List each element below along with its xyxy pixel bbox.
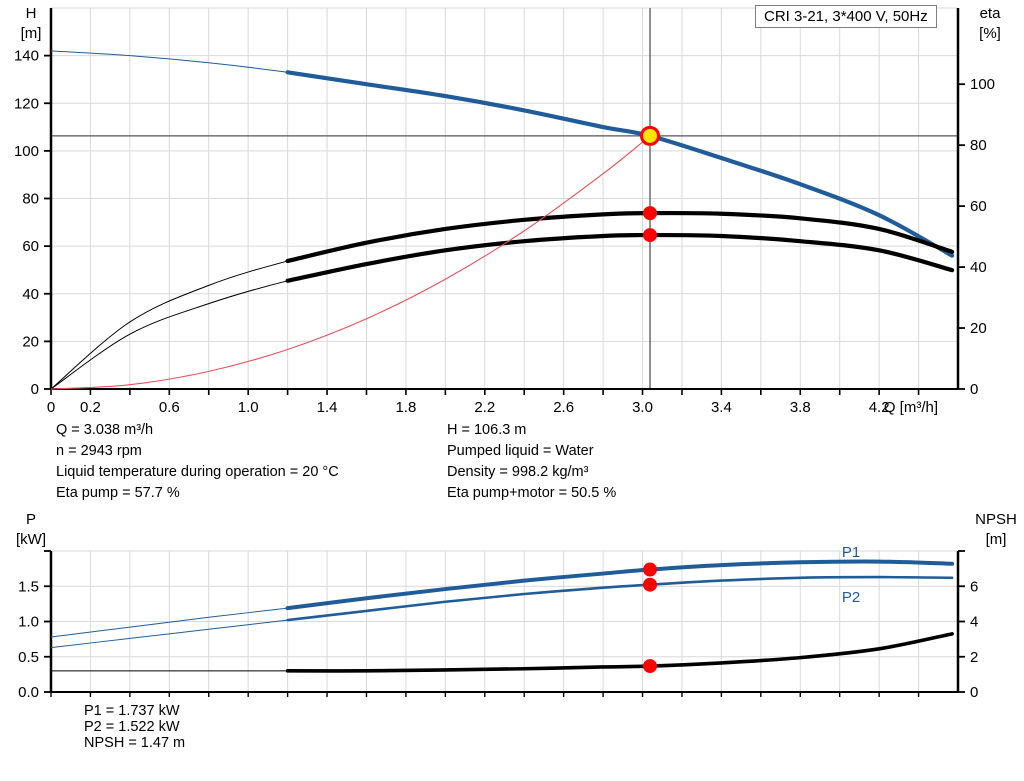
x-tick-label: 2.2 — [474, 399, 495, 415]
x-tick-label: 3.8 — [790, 399, 811, 415]
y-axis-right-title: NPSH — [975, 512, 1017, 528]
power-info-p2: P2 = 1.522 kW — [84, 719, 180, 735]
npsh-curve — [285, 632, 954, 673]
head-curve — [285, 70, 955, 258]
pump-model-label: CRI 3-21, 3*400 V, 50Hz — [764, 8, 928, 25]
power-info-block: P1 = 1.737 kW P2 = 1.522 kW NPSH = 1.47 … — [84, 703, 185, 751]
y-tick-label-left: 20 — [22, 333, 39, 350]
duty-info-liquid: Pumped liquid = Water — [447, 443, 594, 459]
power-npsh-chart: 0.0 0.5 1.0 1.5 0 2 4 6 P [kW] NPSH [m] P1 P2 — [16, 512, 1017, 701]
duty-marker-dot — [643, 562, 658, 577]
duty-info-col-2: H = 106.3 m Pumped liquid = Water Densit… — [447, 420, 616, 504]
eta-pump-motor-curve — [285, 232, 955, 283]
y-axis-left-title: H — [26, 5, 37, 22]
y-tick-label-left: 0.5 — [18, 649, 39, 666]
duty-info-n: n = 2943 rpm — [56, 443, 142, 459]
y-axis-left-unit: [kW] — [16, 531, 46, 548]
y-axis-right-title: eta — [980, 5, 1002, 22]
duty-point-marker — [640, 125, 661, 146]
duty-info-eta-pump-motor: Eta pump+motor = 50.5 % — [447, 485, 617, 501]
series-label-p1: P1 — [842, 544, 860, 561]
eta-pump-curve — [285, 210, 955, 264]
power-info-npsh: NPSH = 1.47 m — [84, 735, 186, 751]
duty-marker-dot — [643, 228, 658, 243]
p1-curve-thin — [50, 560, 953, 638]
y-axis-left-title: P — [26, 512, 36, 528]
y-tick-label-right: 60 — [970, 198, 987, 215]
eta-pump-curve-thin — [50, 212, 953, 390]
x-tick-label: 3.4 — [711, 399, 732, 415]
y-tick-label-left: 1.0 — [18, 614, 39, 631]
y-tick-label-left: 140 — [14, 48, 39, 65]
duty-info-h: H = 106.3 m — [447, 422, 527, 438]
head-curve-thin — [50, 50, 953, 257]
x-tick-label: 1.0 — [238, 399, 259, 415]
duty-info-col-1: Q = 3.038 m³/h n = 2943 rpm Liquid tempe… — [56, 420, 339, 504]
npsh-curve-thin — [50, 633, 953, 672]
p1-curve — [285, 559, 955, 611]
y-axis-right-unit: [m] — [986, 531, 1007, 548]
y-tick-label-left: 80 — [22, 191, 39, 208]
y-tick-label-right: 6 — [970, 578, 978, 595]
y-tick-label-right: 100 — [970, 76, 995, 93]
duty-info-temp: Liquid temperature during operation = 20… — [56, 464, 339, 480]
y-tick-label-right: 80 — [970, 137, 987, 154]
y-tick-label-left: 0.0 — [18, 684, 39, 701]
duty-info-density: Density = 998.2 kg/m³ — [447, 464, 589, 480]
y-tick-label-right: 0 — [970, 684, 978, 701]
y-axis-right-unit: [%] — [979, 25, 1001, 42]
y-tick-label-left: 100 — [14, 143, 39, 160]
p2-curve — [286, 575, 954, 622]
x-tick-label: 1.4 — [317, 399, 338, 415]
x-tick-label: 0 — [47, 399, 55, 415]
x-tick-label: 0.2 — [80, 399, 101, 415]
y-tick-label-right: 40 — [970, 259, 987, 276]
pump-model-titlebox: CRI 3-21, 3*400 V, 50Hz — [755, 5, 937, 28]
y-tick-label-right: 0 — [970, 381, 978, 398]
x-tick-label: 3.0 — [632, 399, 653, 415]
x-axis-title: Q [m³/h] — [884, 399, 938, 415]
duty-info-block: Q = 3.038 m³/h n = 2943 rpm Liquid tempe… — [0, 420, 1024, 510]
duty-marker-dot — [643, 659, 658, 674]
x-tick-label: 1.8 — [395, 399, 416, 415]
y-axis-left-unit: [m] — [21, 25, 42, 42]
duty-info-q: Q = 3.038 m³/h — [56, 422, 154, 438]
y-tick-label-left: 0 — [31, 381, 39, 398]
x-tick-label: 4.2 — [869, 399, 890, 415]
y-tick-label-left: 1.5 — [18, 578, 39, 595]
duty-marker-dot — [643, 206, 658, 221]
x-tick-label: 0.6 — [159, 399, 180, 415]
y-tick-label-right: 4 — [970, 614, 978, 631]
y-tick-label-right: 2 — [970, 649, 978, 666]
y-tick-label-right: 20 — [970, 320, 987, 337]
x-tick-label: 2.6 — [553, 399, 574, 415]
duty-marker-dot — [643, 577, 658, 592]
power-info-p1: P1 = 1.737 kW — [84, 703, 180, 719]
system-curve — [50, 135, 651, 390]
eta-pump-motor-curve-thin — [50, 234, 953, 390]
p2-curve-thin — [50, 576, 953, 649]
series-label-p2: P2 — [842, 589, 860, 606]
duty-info-eta-pump: Eta pump = 57.7 % — [56, 485, 180, 501]
head-efficiency-chart: 0 0.2 0.6 1.0 1.4 1.8 2.2 2.6 3.0 3.4 3.8 4.2Q [m³/… — [14, 5, 1002, 415]
y-tick-label-left: 40 — [22, 286, 39, 303]
y-tick-label-left: 120 — [14, 95, 39, 112]
y-tick-label-left: 60 — [22, 238, 39, 255]
